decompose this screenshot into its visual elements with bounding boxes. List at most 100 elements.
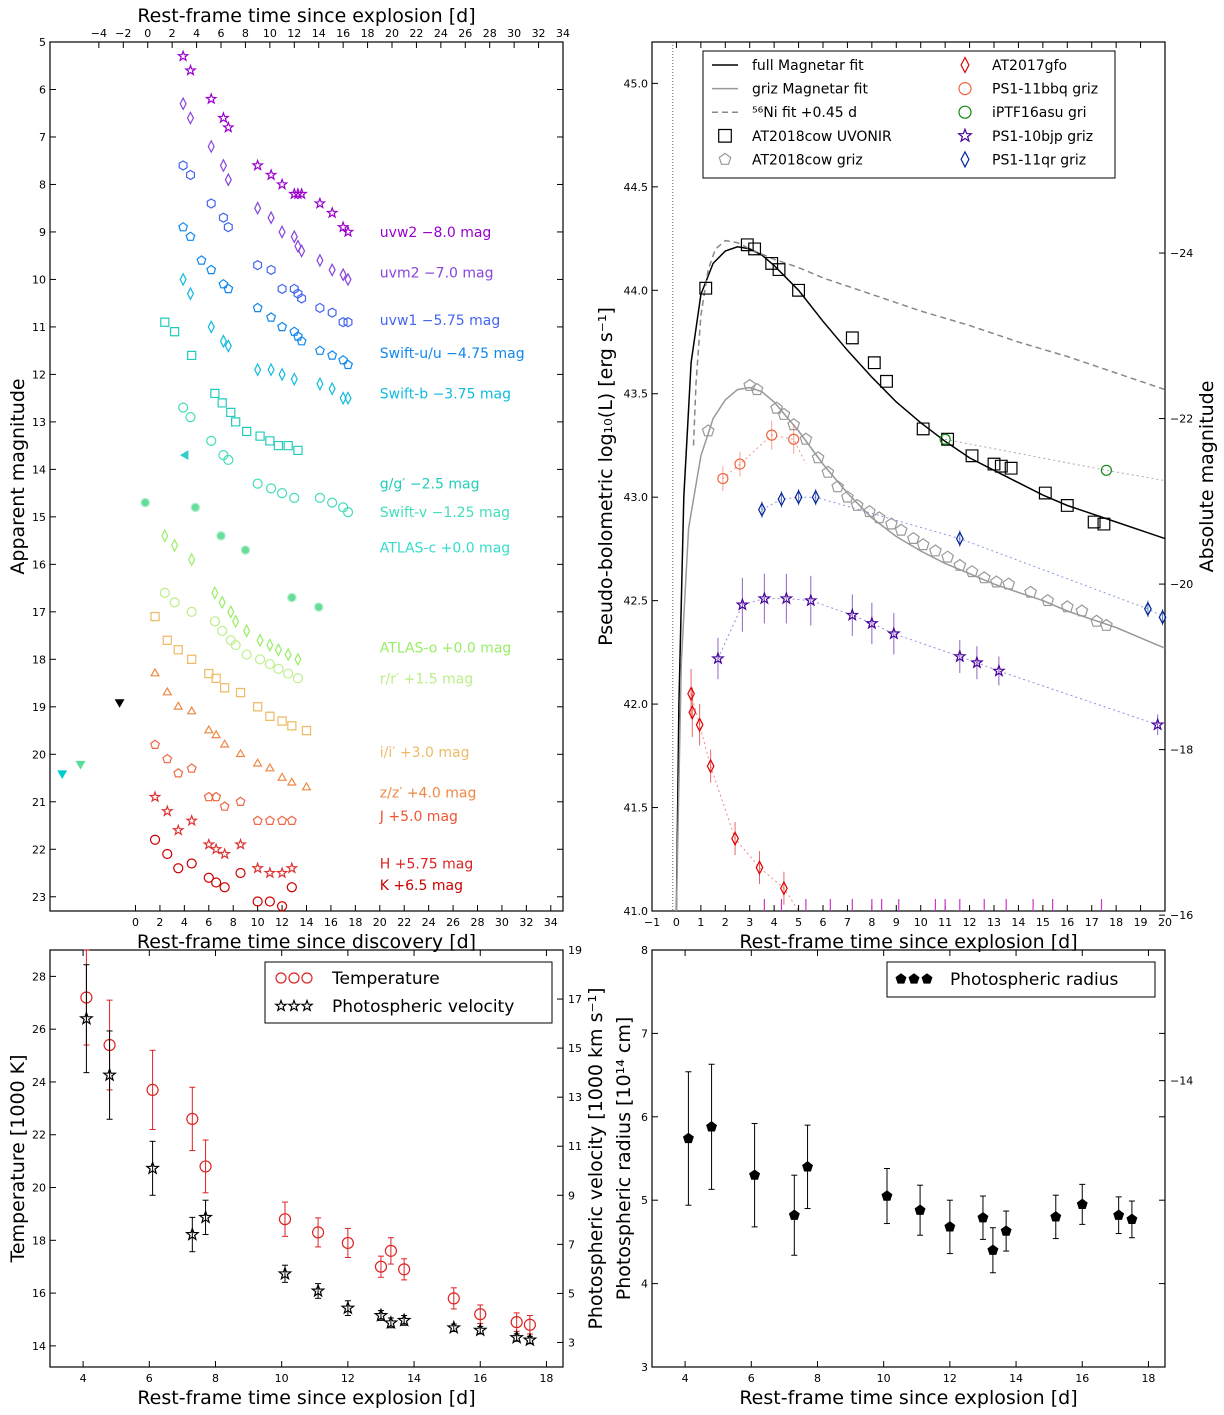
data-point	[169, 327, 180, 337]
data-point	[944, 1221, 956, 1232]
y-tick-label: 3	[641, 1361, 648, 1374]
y-tick-label: 20	[32, 748, 46, 761]
data-point	[186, 286, 195, 301]
fit-line-ps1-11qr-link	[761, 496, 1166, 618]
legend-swatch	[960, 56, 970, 74]
legend-label: Photospheric velocity	[332, 997, 514, 1017]
data-point	[219, 739, 230, 748]
data-point	[509, 1329, 525, 1344]
series-upper-limit-cyan	[57, 770, 68, 780]
x-top-tick-label: 28	[483, 27, 497, 40]
fit-line-full-magnetar-fit	[675, 246, 1166, 912]
legend-label: ⁵⁶Ni fit +0.45 d	[752, 105, 857, 121]
y-tick-label: 8	[39, 178, 46, 191]
data-point	[952, 649, 967, 663]
data-point	[734, 458, 746, 470]
x-tick-label: 8	[212, 1372, 219, 1385]
data-point	[219, 801, 230, 811]
y-tick-label: 24	[32, 1076, 46, 1089]
data-point	[1158, 609, 1167, 625]
x-tick-label: 24	[422, 916, 436, 929]
data-point	[150, 611, 160, 622]
x-tick-label: 4	[771, 916, 778, 929]
x-tick-label: 9	[893, 916, 900, 929]
data-point	[206, 435, 217, 446]
x-tick-label: 18	[348, 916, 362, 929]
data-point	[1075, 604, 1089, 617]
x-axis-label: Rest-frame time since discovery [d]	[137, 931, 476, 953]
y-right-tick-label: 15	[568, 1042, 582, 1055]
data-point	[1038, 486, 1052, 500]
x-tick-label: 18	[1109, 916, 1123, 929]
data-point	[220, 683, 230, 693]
data-point	[273, 440, 284, 451]
y-right-axis-label: Absolute magnitude	[1196, 381, 1218, 573]
x-tick-label: 22	[397, 916, 411, 929]
y-right-tick-label: −24	[1170, 247, 1193, 260]
y-tick-label: 23	[32, 891, 46, 904]
data-point	[264, 168, 278, 181]
series-at2018cow-griz	[701, 378, 1113, 631]
y-right-tick-label: 19	[568, 944, 582, 957]
series-photospheric-velocity	[78, 964, 538, 1347]
data-point	[196, 255, 207, 265]
y-tick-label: 11	[32, 321, 46, 334]
data-point	[894, 523, 908, 536]
data-point	[328, 263, 336, 277]
panel-bolometric: −1 0 1 2 3 4 5 6 7 8 9 10 11 12 13 14 15 16 17 18 19 2041.041…	[595, 41, 1218, 1088]
x-tick-label: 12	[275, 916, 289, 929]
series-upper-limit-black	[114, 699, 125, 708]
x-tick-label: 7	[844, 916, 851, 929]
y-axis-label: Apparent magnitude	[7, 378, 29, 574]
x-tick-label: 19	[1134, 916, 1148, 929]
y-tick-label: 6	[39, 83, 46, 96]
x-top-tick-label: −2	[115, 27, 131, 40]
x-top-tick-label: 14	[312, 27, 326, 40]
x-top-tick-label: 30	[507, 27, 521, 40]
data-point	[342, 507, 354, 518]
legend-swatch	[301, 972, 313, 984]
data-point	[867, 356, 881, 370]
data-point	[254, 201, 262, 216]
data-point	[211, 791, 222, 802]
data-point	[251, 861, 265, 874]
y-tick-label: 18	[32, 653, 46, 666]
x-tick-label: 3	[746, 916, 753, 929]
data-point	[396, 1312, 412, 1327]
y-right-tick-label: 3	[568, 1336, 575, 1349]
x-tick-label: 16	[1075, 1372, 1089, 1385]
series-label-k-6-5-mag: K +6.5 mag	[380, 878, 463, 894]
data-point	[772, 263, 786, 277]
data-point	[235, 796, 246, 806]
data-point	[264, 896, 275, 907]
legend-item-ps1-10bjp-griz: PS1-10bjp griz	[957, 127, 1093, 145]
y-right-tick-label: −14	[1170, 1075, 1193, 1088]
x-tick-label: 10	[914, 916, 928, 929]
x-tick-label: 12	[341, 1372, 355, 1385]
data-point	[252, 815, 263, 825]
data-point	[256, 633, 264, 648]
data-point	[799, 432, 813, 445]
x-tick-label: 34	[544, 916, 558, 929]
data-point	[327, 497, 338, 508]
data-point	[338, 354, 349, 365]
y-right-tick-label: −16	[1170, 909, 1193, 922]
y-tick-label: 41.5	[624, 802, 649, 815]
y-tick-label: 12	[32, 368, 46, 381]
x-tick-label: 8	[230, 916, 237, 929]
y-right-tick-label: 9	[568, 1189, 575, 1202]
series-label-atlas-c-0-0-mag: ATLAS-c +0.0 mag	[380, 541, 510, 557]
x-tick-label: 10	[251, 916, 265, 929]
data-point	[217, 398, 227, 408]
x-top-tick-label: 0	[144, 27, 151, 40]
series-g-g-2-5-mag	[160, 317, 303, 456]
data-point	[173, 701, 184, 710]
y-axis-label: Temperature [1000 K]	[7, 1054, 29, 1263]
data-point	[881, 1190, 893, 1201]
x-tick-label: 0	[673, 916, 680, 929]
series-ps1-11bbq-griz	[717, 420, 800, 491]
data-point	[336, 220, 350, 233]
data-point	[173, 863, 184, 874]
y-right-axis-label: Photospheric velocity [1000 km s⁻¹]	[585, 987, 607, 1329]
data-point	[788, 1209, 800, 1220]
